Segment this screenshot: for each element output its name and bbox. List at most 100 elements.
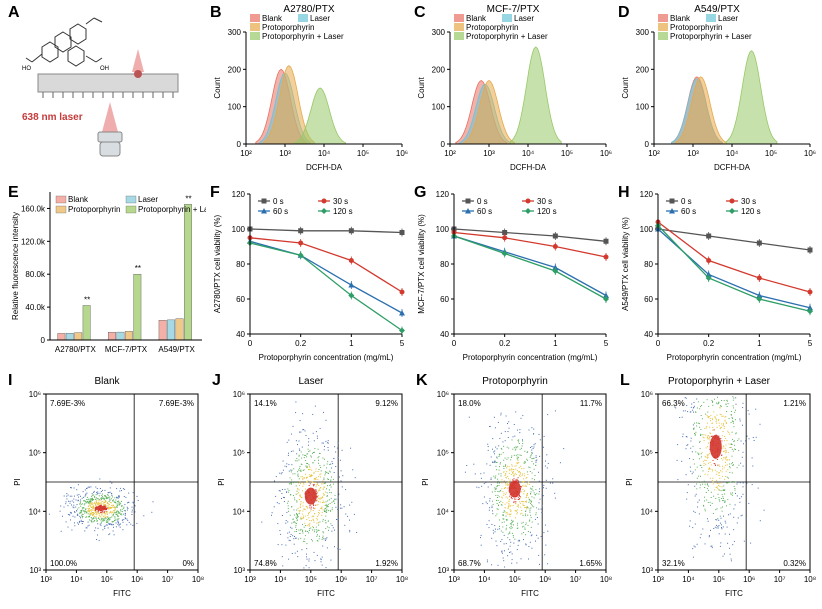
svg-text:10³: 10³ xyxy=(437,566,449,575)
panel-a: A HOOH 638 nm laser xyxy=(8,4,198,174)
svg-text:60: 60 xyxy=(440,295,449,304)
svg-text:10⁶: 10⁶ xyxy=(600,149,612,158)
label-a: A xyxy=(8,4,20,22)
svg-text:A549/PTX cell viability (%): A549/PTX cell viability (%) xyxy=(621,217,630,311)
svg-text:120: 120 xyxy=(232,190,246,199)
svg-text:PI: PI xyxy=(13,478,22,486)
hist-b: BlankLaserProtoporphyrinProtoporphyrin +… xyxy=(210,4,408,174)
flow-l: 10³10⁴10⁵10⁶10⁷10⁸10³10⁴10⁵10⁶66.3%1.21%… xyxy=(620,372,818,602)
svg-text:**: ** xyxy=(84,295,90,304)
svg-text:80: 80 xyxy=(440,260,449,269)
svg-text:10⁸: 10⁸ xyxy=(600,575,612,584)
svg-text:Laser: Laser xyxy=(310,14,330,23)
svg-text:10³: 10³ xyxy=(652,575,664,584)
svg-text:10⁷: 10⁷ xyxy=(366,575,378,584)
svg-text:10⁶: 10⁶ xyxy=(437,390,449,399)
svg-text:10³: 10³ xyxy=(483,149,495,158)
svg-text:Protoporphyrin: Protoporphyrin xyxy=(670,23,722,32)
svg-text:10⁴: 10⁴ xyxy=(318,149,331,158)
svg-text:0: 0 xyxy=(441,140,446,149)
svg-text:Count: Count xyxy=(417,77,426,99)
title-i: Blank xyxy=(8,376,206,387)
panel-e: E 040.0k80.0k120.0k160.0k**A2780/PTX**MC… xyxy=(8,184,206,364)
svg-text:60: 60 xyxy=(236,295,245,304)
svg-text:11.7%: 11.7% xyxy=(580,399,602,408)
svg-text:Protoporphyrin concentration (: Protoporphyrin concentration (mg/mL) xyxy=(463,353,598,362)
svg-text:10⁵: 10⁵ xyxy=(713,575,725,584)
svg-text:10⁵: 10⁵ xyxy=(509,575,521,584)
svg-text:120: 120 xyxy=(640,190,654,199)
svg-text:10⁵: 10⁵ xyxy=(357,149,369,158)
svg-text:100: 100 xyxy=(232,225,246,234)
svg-text:100: 100 xyxy=(228,103,242,112)
svg-text:10⁴: 10⁴ xyxy=(522,149,535,158)
title-j: Laser xyxy=(212,376,410,387)
svg-text:10³: 10³ xyxy=(279,149,291,158)
svg-text:60 s: 60 s xyxy=(273,207,288,216)
flow-j: 10³10⁴10⁵10⁶10⁷10⁸10³10⁴10⁵10⁶14.1%9.12%… xyxy=(212,372,410,602)
svg-text:Protoporphyrin: Protoporphyrin xyxy=(262,23,314,32)
svg-text:10⁴: 10⁴ xyxy=(641,507,654,516)
svg-text:A2780/PTX cell viability (%): A2780/PTX cell viability (%) xyxy=(213,215,222,314)
label-h: H xyxy=(618,184,630,202)
svg-text:FITC: FITC xyxy=(113,589,131,598)
svg-text:100: 100 xyxy=(432,103,446,112)
svg-text:120 s: 120 s xyxy=(741,207,761,216)
svg-text:9.12%: 9.12% xyxy=(375,399,398,408)
svg-text:60 s: 60 s xyxy=(477,207,492,216)
svg-text:A549/PTX: A549/PTX xyxy=(158,345,195,354)
svg-text:10⁸: 10⁸ xyxy=(804,575,816,584)
svg-text:10⁵: 10⁵ xyxy=(641,449,653,458)
svg-text:10⁶: 10⁶ xyxy=(335,575,347,584)
panel-k: K Protoporphyrin 10³10⁴10⁵10⁶10⁷10⁸10³10… xyxy=(416,372,614,602)
title-l: Protoporphyrin + Laser xyxy=(620,376,818,387)
svg-text:30 s: 30 s xyxy=(333,197,348,206)
svg-text:PI: PI xyxy=(217,478,226,486)
svg-text:0%: 0% xyxy=(182,559,194,568)
svg-text:0: 0 xyxy=(41,336,46,345)
svg-text:0 s: 0 s xyxy=(681,197,692,206)
svg-text:200: 200 xyxy=(636,65,650,74)
panel-d: D A549/PTX BlankLaserProtoporphyrinProto… xyxy=(618,4,816,174)
svg-text:60 s: 60 s xyxy=(681,207,696,216)
svg-text:1.92%: 1.92% xyxy=(375,559,398,568)
svg-text:1.21%: 1.21% xyxy=(783,399,806,408)
svg-text:Protoporphyrin + Laser: Protoporphyrin + Laser xyxy=(138,205,206,214)
svg-text:10⁶: 10⁶ xyxy=(804,149,816,158)
svg-text:10⁸: 10⁸ xyxy=(192,575,204,584)
svg-text:200: 200 xyxy=(432,65,446,74)
svg-text:10⁵: 10⁵ xyxy=(29,449,41,458)
svg-text:Protoporphyrin + Laser: Protoporphyrin + Laser xyxy=(262,32,344,41)
svg-text:10⁴: 10⁴ xyxy=(274,575,287,584)
svg-text:0: 0 xyxy=(656,339,661,348)
title-b: A2780/PTX xyxy=(210,4,408,15)
svg-text:DCFH-DA: DCFH-DA xyxy=(510,163,547,172)
svg-text:10⁸: 10⁸ xyxy=(396,575,408,584)
hist-c: BlankLaserProtoporphyrinProtoporphyrin +… xyxy=(414,4,612,174)
svg-text:Count: Count xyxy=(213,77,222,99)
svg-text:40: 40 xyxy=(440,330,449,339)
svg-text:18.0%: 18.0% xyxy=(458,399,481,408)
label-g: G xyxy=(414,184,426,202)
svg-text:10⁴: 10⁴ xyxy=(29,507,42,516)
svg-text:100: 100 xyxy=(636,103,650,112)
svg-text:MCF-7/PTX: MCF-7/PTX xyxy=(105,345,148,354)
line-g: 40608010012000.215Protoporphyrin concent… xyxy=(414,184,612,364)
svg-text:10⁶: 10⁶ xyxy=(539,575,551,584)
svg-text:FITC: FITC xyxy=(521,589,539,598)
svg-text:10³: 10³ xyxy=(244,575,256,584)
title-d: A549/PTX xyxy=(618,4,816,15)
svg-text:10⁴: 10⁴ xyxy=(682,575,695,584)
svg-text:10⁶: 10⁶ xyxy=(29,390,41,399)
svg-text:HO: HO xyxy=(22,66,31,72)
svg-text:10³: 10³ xyxy=(448,575,460,584)
title-k: Protoporphyrin xyxy=(416,376,614,387)
svg-text:Blank: Blank xyxy=(68,195,89,204)
svg-text:80: 80 xyxy=(236,260,245,269)
panel-a-svg: HOOH xyxy=(18,14,198,164)
svg-text:PI: PI xyxy=(625,478,634,486)
svg-text:10⁶: 10⁶ xyxy=(743,575,755,584)
svg-text:80: 80 xyxy=(644,260,653,269)
label-f: F xyxy=(210,184,220,202)
svg-text:Laser: Laser xyxy=(514,14,534,23)
